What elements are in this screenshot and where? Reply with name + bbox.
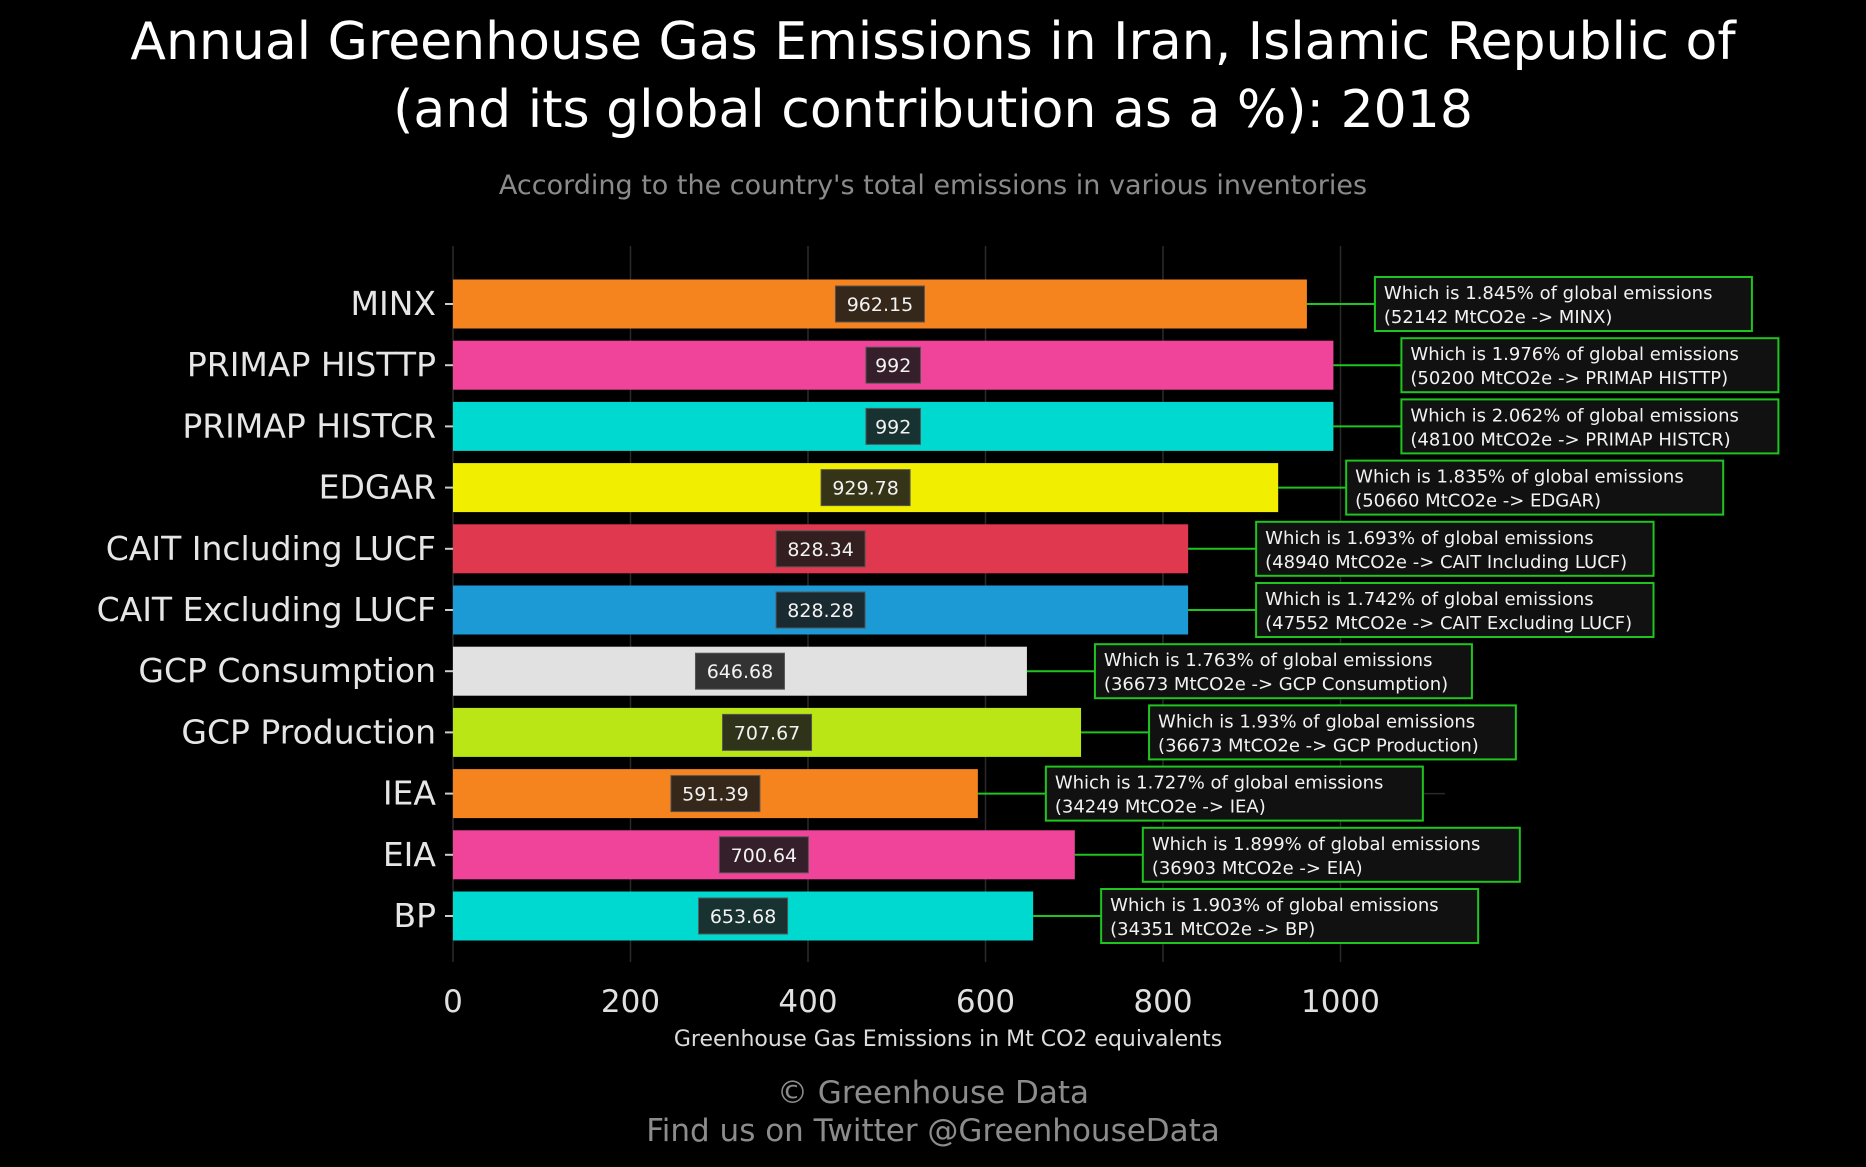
x-axis-label: Greenhouse Gas Emissions in Mt CO2 equiv… bbox=[674, 1027, 1222, 1052]
category-label: MINX bbox=[351, 284, 437, 323]
annotation-line-1: Which is 1.899% of global emissions bbox=[1152, 834, 1481, 855]
data-label-box bbox=[698, 897, 789, 935]
annotation-line-1: Which is 1.845% of global emissions bbox=[1384, 283, 1713, 304]
data-label: 646.68 bbox=[707, 661, 773, 683]
title-line-1: Annual Greenhouse Gas Emissions in Iran,… bbox=[130, 12, 1736, 72]
category-labels: MINX PRIMAP HISTTP PRIMAP HISTCR EDGAR CAIT … bbox=[97, 284, 453, 935]
annotation-line-2: (47552 MtCO2e -> CAIT Excluding LUCF) bbox=[1265, 613, 1632, 634]
x-tick-label: 600 bbox=[956, 984, 1015, 1020]
annotation-box bbox=[1093, 643, 1473, 700]
annotation-box bbox=[1141, 826, 1521, 883]
annotation-line-1: Which is 1.976% of global emissions bbox=[1410, 344, 1739, 365]
bars: 962.15 Which is 1.845% of global emission… bbox=[453, 276, 1780, 944]
data-label-box bbox=[670, 775, 761, 813]
category-label: PRIMAP HISTCR bbox=[182, 406, 436, 445]
annotation-line-1: Which is 1.763% of global emissions bbox=[1104, 650, 1433, 671]
data-label: 992 bbox=[875, 355, 911, 377]
annotation-box bbox=[1100, 888, 1480, 944]
data-label: 828.28 bbox=[787, 600, 853, 622]
title-line-2: (and its global contribution as a %): 20… bbox=[393, 80, 1473, 140]
category-label: CAIT Including LUCF bbox=[106, 529, 436, 568]
data-label-box bbox=[865, 346, 921, 384]
annotation-line-2: (34249 MtCO2e -> IEA) bbox=[1055, 797, 1266, 818]
data-label: 828.34 bbox=[787, 539, 853, 561]
credit-line-1: © Greenhouse Data bbox=[776, 1075, 1090, 1111]
data-label: 707.67 bbox=[734, 722, 800, 744]
annotation-line-1: Which is 1.835% of global emissions bbox=[1355, 467, 1684, 488]
category-label: EDGAR bbox=[319, 468, 436, 507]
chart-subtitle: According to the country's total emissio… bbox=[498, 170, 1368, 201]
annotation-line-1: Which is 1.742% of global emissions bbox=[1265, 589, 1594, 610]
annotation-box bbox=[1400, 398, 1780, 455]
annotation-box bbox=[1373, 276, 1753, 332]
data-label-box bbox=[820, 469, 911, 507]
data-label-box bbox=[834, 285, 925, 323]
annotation-box bbox=[1148, 704, 1517, 761]
data-label-box bbox=[865, 407, 921, 445]
x-tick-label: 200 bbox=[601, 984, 660, 1020]
credit: © Greenhouse Data Find us on Twitter @Gr… bbox=[0, 1074, 1866, 1150]
x-tick-label: 800 bbox=[1133, 984, 1192, 1020]
annotation-line-2: (36903 MtCO2e -> EIA) bbox=[1152, 858, 1363, 879]
x-tick-label: 400 bbox=[778, 984, 837, 1020]
data-label-box bbox=[775, 591, 866, 629]
annotation-box bbox=[1255, 520, 1655, 577]
annotation-line-1: Which is 1.903% of global emissions bbox=[1110, 895, 1439, 916]
annotation-line-1: Which is 1.693% of global emissions bbox=[1265, 528, 1594, 549]
category-label: GCP Consumption bbox=[138, 651, 436, 690]
annotation-line-2: (50200 MtCO2e -> PRIMAP HISTTP) bbox=[1410, 368, 1728, 389]
annotation-box bbox=[1400, 337, 1780, 394]
category-label: BP bbox=[393, 896, 436, 935]
data-label: 992 bbox=[875, 416, 911, 438]
annotation-box bbox=[1345, 459, 1725, 516]
data-label: 591.39 bbox=[682, 784, 748, 806]
data-label: 929.78 bbox=[832, 478, 898, 500]
data-label: 653.68 bbox=[710, 906, 776, 928]
annotation-line-2: (36673 MtCO2e -> GCP Production) bbox=[1158, 735, 1479, 756]
category-label: GCP Production bbox=[181, 712, 436, 751]
category-label: EIA bbox=[383, 835, 437, 874]
credit-line-2: Find us on Twitter @GreenhouseData bbox=[646, 1113, 1220, 1149]
x-tick-label: 0 bbox=[443, 984, 463, 1020]
data-label-box bbox=[694, 652, 785, 690]
annotation-line-2: (34351 MtCO2e -> BP) bbox=[1110, 919, 1315, 940]
annotation-line-1: Which is 1.727% of global emissions bbox=[1055, 773, 1384, 794]
annotation-box bbox=[1255, 582, 1655, 638]
annotation-box bbox=[1044, 765, 1424, 822]
data-label-box bbox=[718, 836, 809, 874]
data-label-box bbox=[775, 530, 866, 568]
x-tick-labels: 0 200 400 600 800 1000 bbox=[443, 984, 1380, 1020]
annotation-line-2: (36673 MtCO2e -> GCP Consumption) bbox=[1104, 674, 1448, 695]
annotation-line-1: Which is 1.93% of global emissions bbox=[1158, 711, 1475, 732]
category-label: CAIT Excluding LUCF bbox=[97, 590, 436, 629]
x-tick-label: 1000 bbox=[1301, 984, 1380, 1020]
annotation-line-2: (50660 MtCO2e -> EDGAR) bbox=[1355, 491, 1601, 512]
data-label: 962.15 bbox=[847, 294, 913, 316]
category-label: IEA bbox=[383, 774, 437, 813]
annotation-line-1: Which is 2.062% of global emissions bbox=[1410, 405, 1739, 426]
annotation-line-2: (48940 MtCO2e -> CAIT Including LUCF) bbox=[1265, 552, 1627, 573]
annotation-line-2: (48100 MtCO2e -> PRIMAP HISTCR) bbox=[1410, 429, 1730, 450]
data-label: 700.64 bbox=[731, 845, 797, 867]
category-label: PRIMAP HISTTP bbox=[187, 345, 436, 384]
annotation-line-2: (52142 MtCO2e -> MINX) bbox=[1384, 307, 1613, 328]
chart-title: Annual Greenhouse Gas Emissions in Iran,… bbox=[0, 8, 1866, 144]
data-label-box bbox=[722, 713, 813, 751]
